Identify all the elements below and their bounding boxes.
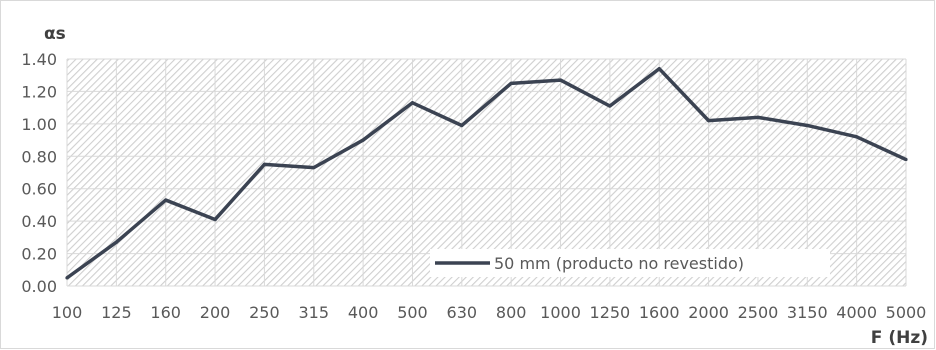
data-point [262,162,267,166]
legend-background [430,249,830,277]
x-tick-label: 2000 [688,303,729,322]
x-tick-label: 100 [52,303,83,322]
y-tick-label: 1.00 [21,115,57,134]
y-axis-title: αs [44,24,66,44]
y-tick-labels: 0.00 0.20 0.40 0.60 0.80 1.00 1.20 1.40 [21,50,57,296]
x-tick-labels: 100 125 160 200 250 315 400 500 630 800 1000 1250 16… [52,303,927,322]
x-tick-label: 500 [397,303,428,322]
data-point [558,78,563,82]
data-point [706,119,711,123]
y-tick-label: 0.40 [21,212,57,231]
data-point [164,198,168,202]
data-point [213,217,217,222]
x-tick-label: 250 [249,303,280,322]
y-tick-label: 0.20 [21,245,57,264]
data-point [361,138,365,142]
data-point [904,157,908,162]
x-tick-label: 2500 [738,303,779,322]
data-point [805,123,809,128]
x-tick-label: 315 [298,303,329,322]
data-point [460,123,464,128]
x-tick-label: 200 [200,303,231,322]
x-tick-label: 160 [150,303,181,322]
x-tick-label: 1000 [540,303,581,322]
data-point [509,81,513,85]
x-axis-title: F (Hz) [871,328,928,348]
x-tick-label: 800 [496,303,527,322]
data-point [65,276,69,280]
x-tick-label: 630 [447,303,478,322]
series-line [65,66,907,280]
series-layer [65,66,908,280]
x-tick-label: 1600 [639,303,680,322]
legend: 50 mm (producto no revestido) [430,249,830,277]
data-point [657,67,661,71]
x-tick-label: 1250 [590,303,631,322]
data-point [756,115,760,119]
data-point [855,135,859,139]
x-tick-label: 4000 [836,303,877,322]
y-tick-label: 0.80 [21,147,57,166]
legend-label: 50 mm (producto no revestido) [494,254,744,273]
x-tick-label: 3150 [787,303,828,322]
data-point [114,240,118,244]
data-point [608,104,612,108]
x-tick-label: 400 [348,303,379,322]
x-tick-label: 125 [101,303,132,322]
y-tick-label: 0.60 [21,180,57,199]
y-tick-label: 1.20 [21,82,57,101]
data-point [312,166,316,170]
y-tick-label: 1.40 [21,50,57,69]
plot-area [67,59,906,286]
gridlines [66,58,907,287]
data-point [410,101,415,105]
x-tick-label: 5000 [886,303,927,322]
y-tick-label: 0.00 [21,277,57,296]
